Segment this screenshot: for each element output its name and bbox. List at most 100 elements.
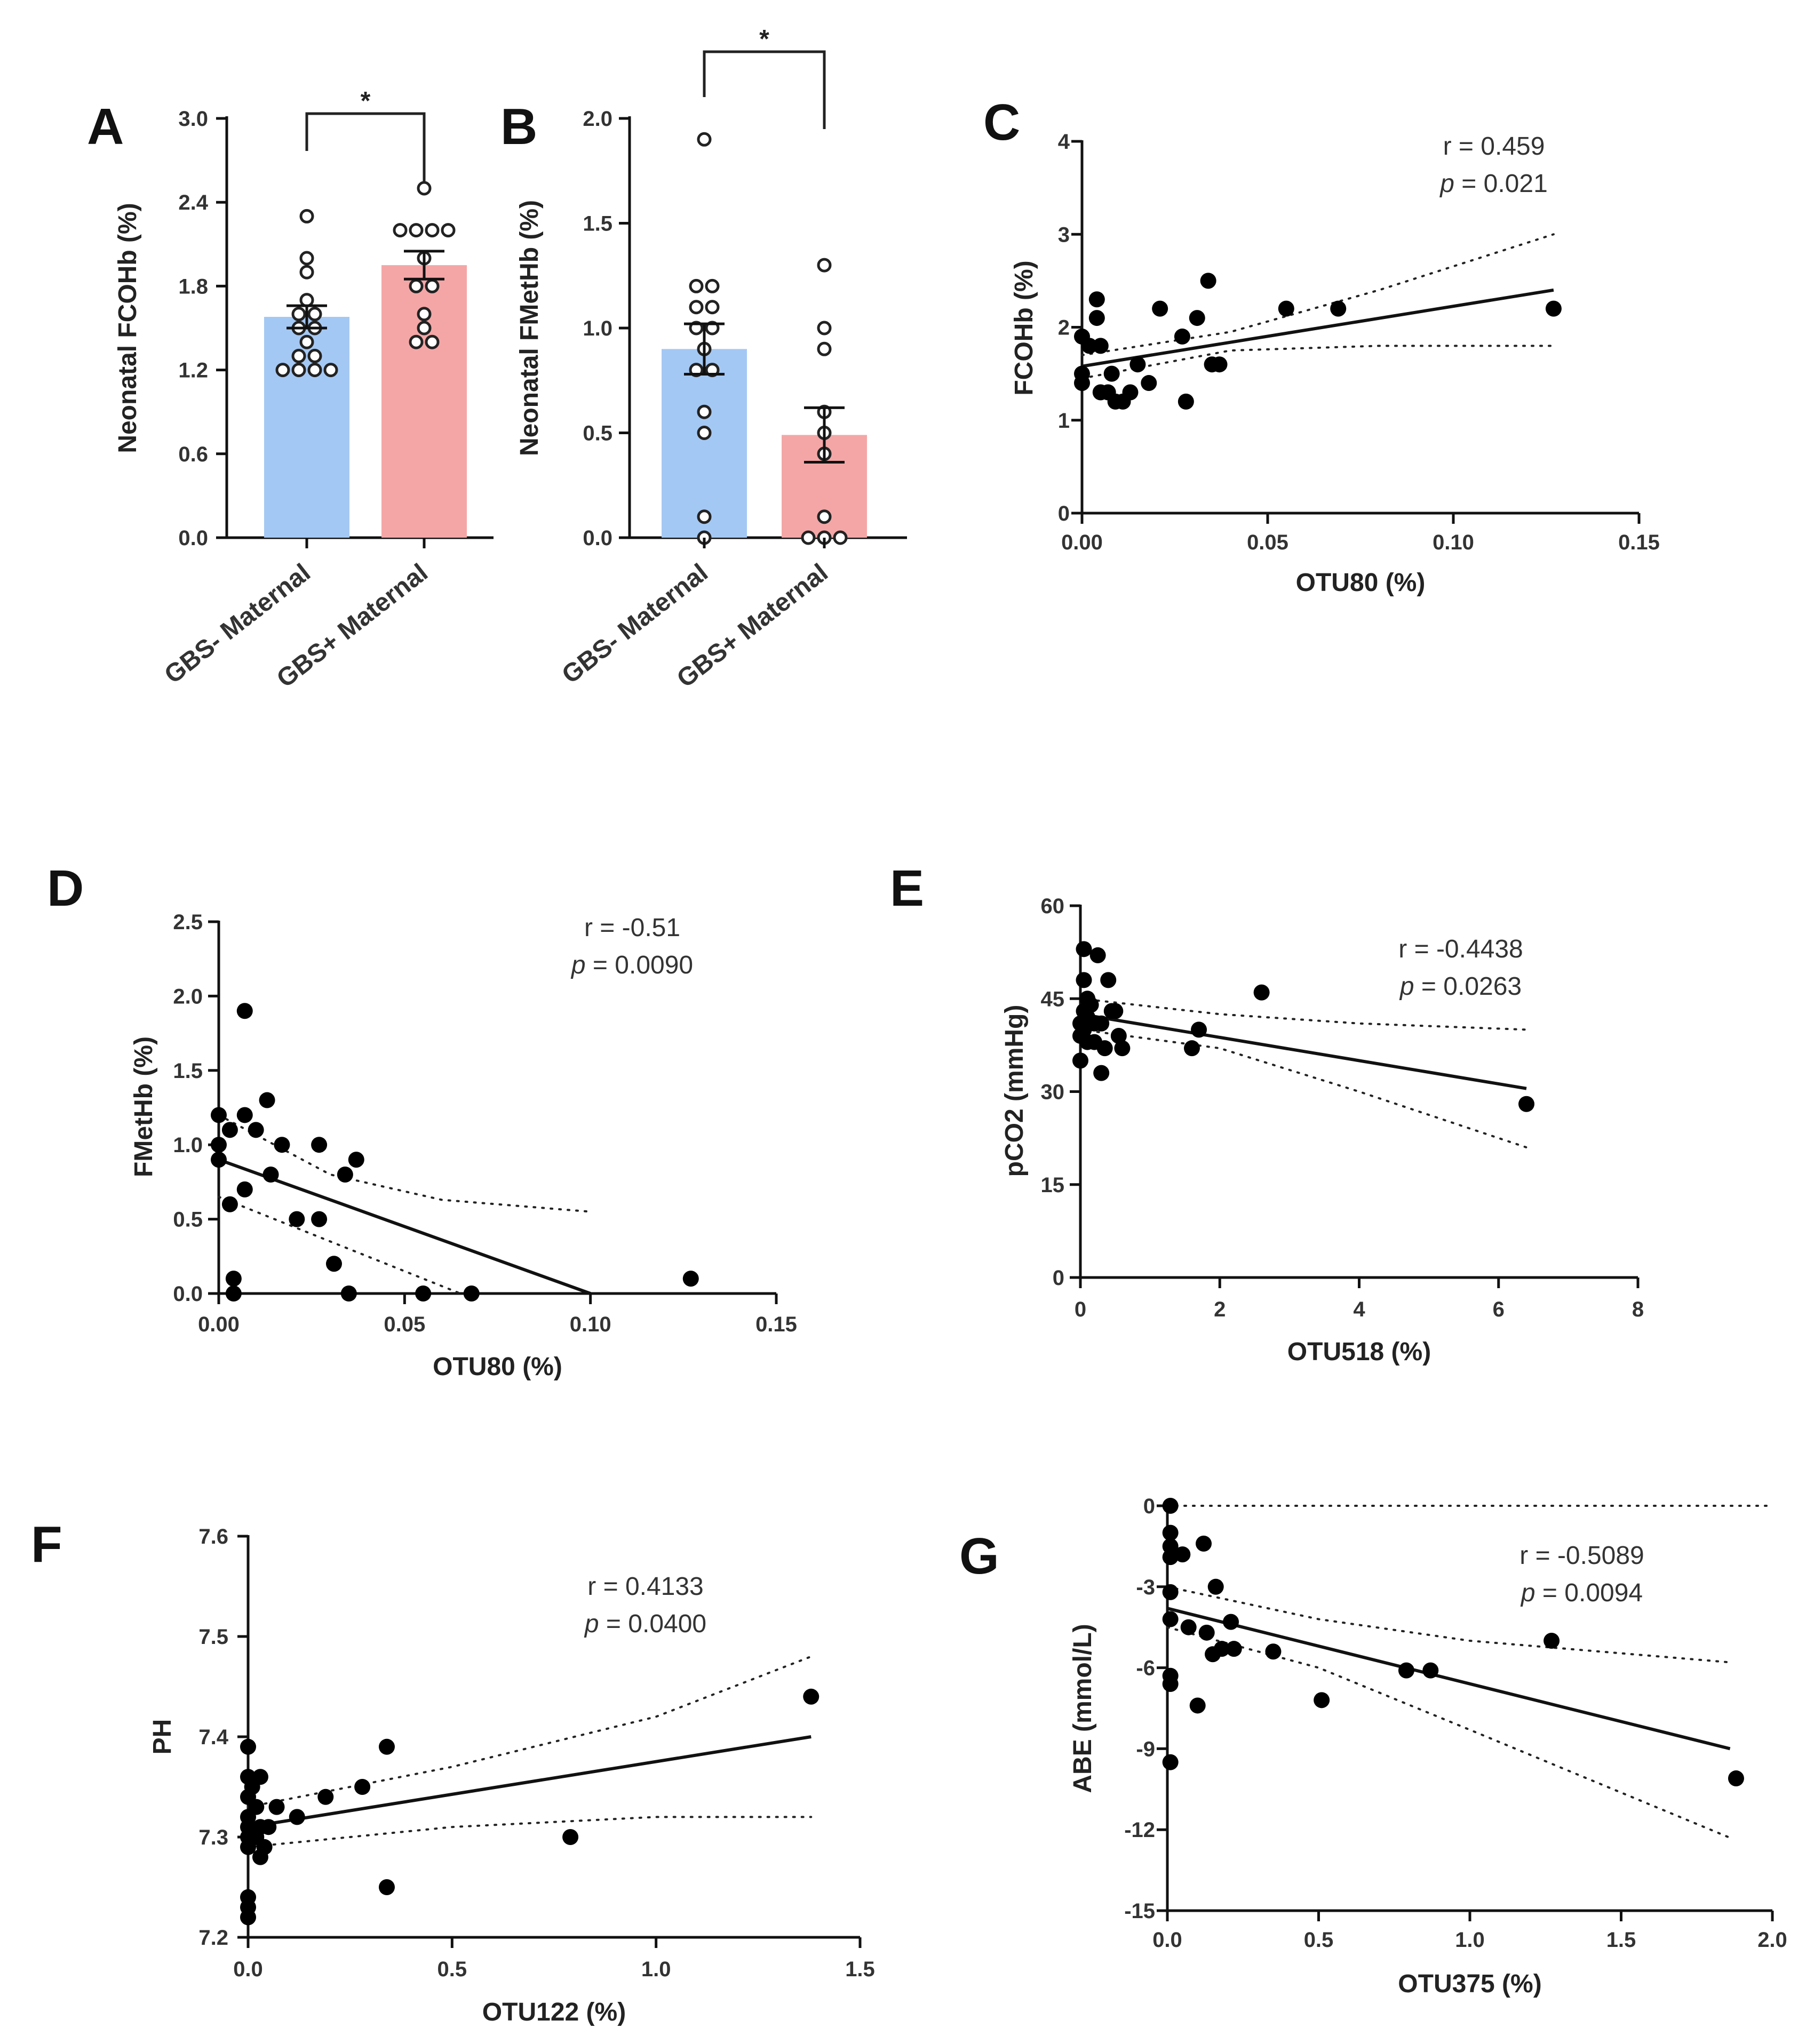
data-point [1096, 1040, 1113, 1057]
bar-gbs-positive [381, 265, 467, 538]
p-value: 0.0094 [1564, 1579, 1643, 1607]
data-point [1198, 1624, 1215, 1641]
x-tick-label: 1.5 [845, 1958, 875, 1981]
data-point [299, 293, 314, 308]
data-point [225, 1271, 242, 1287]
panel-label-A: A [87, 98, 124, 155]
data-point [1103, 365, 1120, 382]
confidence-band-lower [1079, 1028, 1527, 1149]
p-symbol: p [1399, 972, 1414, 1001]
p-equals: = [586, 951, 615, 979]
confidence-band-upper [247, 1655, 813, 1808]
data-point [256, 1839, 273, 1855]
r-value: -0.4438 [1436, 935, 1523, 963]
x-tick-label: 0.05 [1247, 531, 1288, 554]
x-tick-label: 1.0 [1455, 1928, 1485, 1952]
data-point [1088, 310, 1105, 326]
data-point [425, 334, 440, 349]
confidence-band-lower [218, 1195, 462, 1295]
data-point [299, 334, 314, 349]
data-point [378, 1879, 395, 1895]
confidence-band-lower [247, 1816, 813, 1848]
y-tick-label: 0 [1143, 1495, 1155, 1518]
p-equals: = [1414, 972, 1444, 1001]
data-point [1330, 300, 1347, 317]
y-axis-title: FMetHb (%) [130, 1036, 158, 1177]
x-tick-label: 0.00 [198, 1313, 240, 1336]
data-point [1265, 1643, 1282, 1660]
x-tick-label: 0.10 [1433, 531, 1474, 554]
data-point [1728, 1770, 1744, 1787]
data-point [1174, 328, 1190, 345]
y-tick-label: 1.5 [583, 212, 612, 236]
data-point [393, 223, 408, 238]
significance-star: * [759, 25, 769, 53]
r-value: 0.459 [1481, 132, 1545, 161]
data-point [240, 1909, 256, 1926]
y-axis-title: FCOHb (%) [1010, 260, 1038, 395]
y-tick-label: 15 [1041, 1173, 1065, 1197]
regression-line [248, 1735, 811, 1829]
significance-bracket [305, 112, 426, 183]
data-point [1141, 375, 1157, 392]
data-point [221, 1122, 238, 1138]
x-tick-label: 2.0 [1757, 1928, 1787, 1952]
data-point [307, 363, 322, 378]
data-point [409, 223, 424, 238]
bar-gbs-negative [264, 317, 349, 538]
confidence-band-upper [1079, 997, 1527, 1031]
data-point [803, 1688, 820, 1705]
panel-label-D: D [47, 860, 84, 917]
x-tick-label: 0.15 [755, 1313, 797, 1336]
data-point [1162, 1675, 1179, 1692]
data-point [1314, 1692, 1330, 1708]
data-point [1174, 1546, 1191, 1563]
y-tick-label: 7.2 [198, 1926, 228, 1950]
data-point [562, 1829, 579, 1845]
y-axis-title: Neonatal FCOHb (%) [114, 203, 142, 453]
data-point [463, 1286, 480, 1302]
data-point [1191, 1021, 1207, 1038]
data-point [1518, 1096, 1534, 1112]
data-point [817, 258, 832, 273]
x-tick-label: 0.5 [1304, 1928, 1334, 1952]
data-point [307, 348, 322, 363]
data-point [262, 1166, 279, 1183]
panel-label-B: B [500, 98, 537, 155]
data-point [415, 1286, 432, 1302]
data-point [409, 334, 424, 349]
y-tick-label: 3.0 [178, 107, 208, 131]
data-point [1076, 972, 1092, 988]
data-point [1093, 1015, 1110, 1032]
data-point [354, 1779, 371, 1795]
p-equals: = [1535, 1579, 1565, 1607]
r-value-label: r = -0.51 [584, 914, 680, 942]
y-axis-title: pCO2 (mmHg) [1000, 1005, 1029, 1177]
data-point [682, 1271, 699, 1287]
confidence-band-upper [1081, 233, 1555, 356]
data-point [425, 278, 440, 293]
data-point [1162, 1549, 1179, 1566]
data-point [291, 363, 306, 378]
data-point [1074, 375, 1090, 392]
data-point [1107, 1003, 1124, 1019]
data-point [1162, 1754, 1179, 1770]
panel-label-E: E [890, 860, 924, 917]
y-tick-label: 30 [1041, 1081, 1065, 1104]
x-axis-title: OTU518 (%) [1287, 1338, 1431, 1366]
bar-gbs-negative [662, 349, 747, 538]
data-point [1092, 338, 1109, 354]
y-tick-label: 7.5 [198, 1625, 228, 1649]
p-equals: = [599, 1610, 628, 1638]
y-tick-label: 45 [1041, 987, 1065, 1011]
data-point [1072, 1052, 1088, 1069]
x-tick-label: 0.0 [1152, 1928, 1182, 1952]
r-value: -0.5089 [1557, 1542, 1644, 1570]
data-point [425, 223, 440, 238]
data-point [1180, 1619, 1197, 1635]
x-tick-label: 4 [1353, 1298, 1365, 1321]
y-tick-label: 1.8 [178, 275, 208, 298]
